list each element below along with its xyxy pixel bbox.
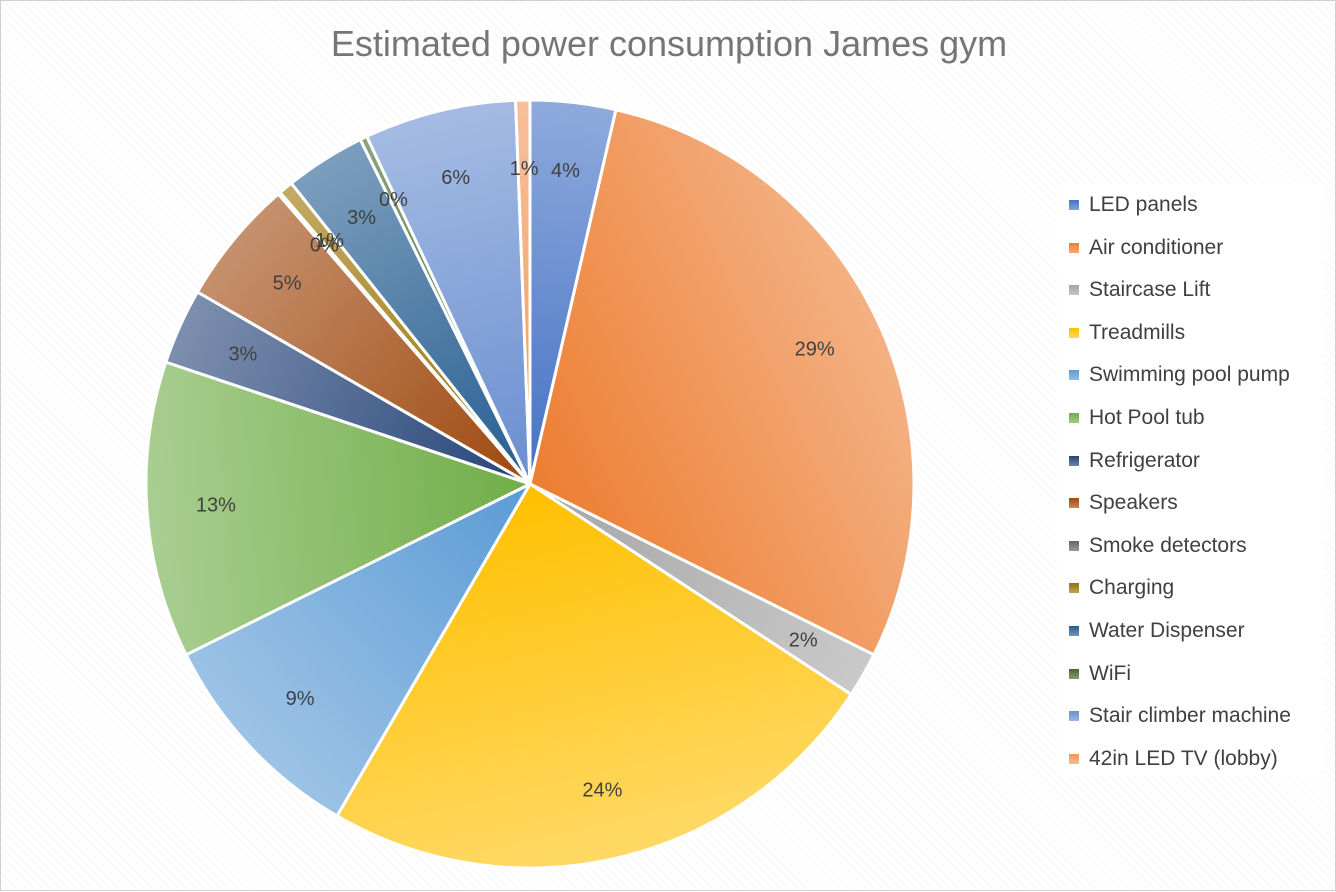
legend-item-staircase-lift: Staircase Lift <box>1069 278 1210 302</box>
data-label-stair-climber-machine: 6% <box>441 167 470 189</box>
data-label-staircase-lift: 2% <box>789 630 818 652</box>
pie-slice-treadmills <box>335 482 853 870</box>
legend-item-treadmills: Treadmills <box>1069 321 1185 345</box>
data-label-air-conditioner: 29% <box>795 338 835 360</box>
legend-item-air-conditioner: Air conditioner <box>1069 236 1223 260</box>
legend-label: Speakers <box>1089 491 1178 515</box>
data-label-speakers: 5% <box>273 273 302 295</box>
legend-swatch <box>1069 200 1079 210</box>
legend: LED panels Air conditioner Staircase Lift T… <box>1057 184 1324 776</box>
legend-label: 42in LED TV (lobby) <box>1089 746 1278 770</box>
legend-item-refrigerator: Refrigerator <box>1069 449 1200 473</box>
legend-item-charging: Charging <box>1069 576 1174 600</box>
data-label-hot-pool-tub: 13% <box>196 495 236 517</box>
data-label-smoke-detectors: 0% <box>310 235 339 257</box>
data-label-water-dispenser: 3% <box>347 207 376 229</box>
data-label-led-panels: 4% <box>551 160 580 182</box>
pie-slice-hot-pool-tub <box>144 360 532 657</box>
legend-swatch <box>1069 668 1079 679</box>
legend-swatch <box>1069 583 1079 594</box>
legend-swatch <box>1069 327 1079 338</box>
legend-swatch <box>1069 711 1079 722</box>
pie-slice-42in-led-tv-lobby <box>514 98 532 486</box>
legend-label: Charging <box>1089 576 1175 600</box>
legend-swatch <box>1069 753 1079 764</box>
legend-label: LED panels <box>1089 193 1198 216</box>
pie-slice-stair-climber-machine <box>365 98 532 486</box>
legend-item-smoke-detectors: Smoke detectors <box>1069 534 1247 558</box>
legend-label: Water Dispenser <box>1089 619 1245 642</box>
legend-label: Staircase Lift <box>1089 278 1211 302</box>
data-label-42in-led-tv-lobby: 1% <box>510 158 539 180</box>
legend-label: Swimming pool pump <box>1089 363 1290 387</box>
legend-swatch <box>1069 370 1079 381</box>
legend-swatch <box>1069 540 1079 551</box>
legend-swatch <box>1069 498 1079 509</box>
legend-swatch <box>1069 285 1079 296</box>
data-label-treadmills: 24% <box>582 779 622 801</box>
legend-label: Hot Pool tub <box>1089 406 1205 429</box>
legend-swatch <box>1069 626 1079 636</box>
data-label-wifi: 0% <box>379 189 408 211</box>
data-label-refrigerator: 3% <box>228 344 257 366</box>
pie-slice-swimming-pool-pump <box>184 482 532 818</box>
legend-label: Air conditioner <box>1089 235 1224 259</box>
legend-swatch <box>1069 242 1079 253</box>
legend-label: Refrigerator <box>1089 448 1200 472</box>
chart-title: Estimated power consumption James gym <box>330 23 1008 64</box>
pie-slice-air-conditioner <box>528 108 916 657</box>
legend-swatch <box>1069 413 1079 423</box>
legend-swatch <box>1069 455 1079 466</box>
legend-item-wifi: WiFi <box>1069 662 1131 686</box>
legend-label: WiFi <box>1089 661 1131 685</box>
legend-label: Smoke detectors <box>1089 533 1247 557</box>
data-label-swimming-pool-pump: 9% <box>286 688 315 710</box>
legend-label: Treadmills <box>1089 320 1186 344</box>
legend-item-speakers: Speakers <box>1069 491 1178 515</box>
legend-item-led-panels: LED panels <box>1069 193 1198 217</box>
legend-item-water-dispenser: Water Dispenser <box>1069 619 1245 643</box>
legend-label: Stair climber machine <box>1089 704 1291 728</box>
legend-item-42in-led-tv-lobby: 42in LED TV (lobby) <box>1069 747 1278 771</box>
legend-item-stair-climber-machine: Stair climber machine <box>1069 704 1291 728</box>
legend-item-hot-pool-tub: Hot Pool tub <box>1069 406 1205 430</box>
legend-item-swimming-pool-pump: Swimming pool pump <box>1069 363 1290 387</box>
data-label-charging: 1% <box>315 230 344 252</box>
